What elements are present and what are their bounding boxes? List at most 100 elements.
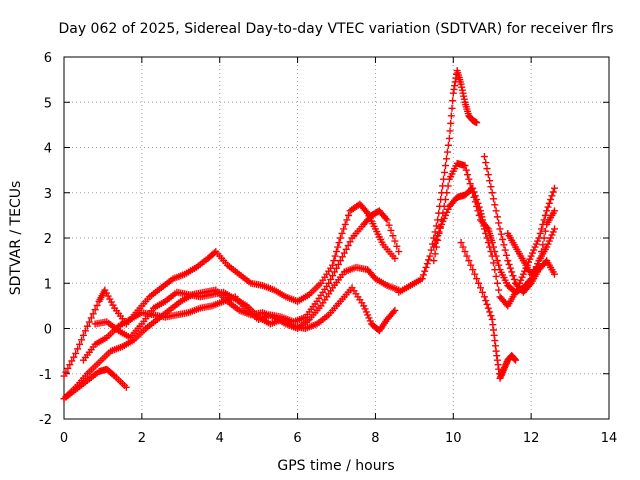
- data-point: [491, 266, 499, 274]
- data-point: [500, 241, 508, 249]
- data-point: [486, 243, 494, 251]
- grid-lines: [64, 57, 609, 419]
- data-point: [482, 159, 490, 167]
- data-point: [442, 196, 449, 204]
- data-point: [473, 275, 481, 283]
- data-point: [461, 162, 469, 170]
- data-point: [336, 257, 344, 265]
- data-point: [551, 207, 558, 215]
- data-point: [502, 251, 510, 259]
- data-point: [343, 216, 351, 224]
- data-point: [76, 340, 84, 348]
- data-point: [488, 189, 496, 197]
- data-point: [501, 246, 509, 254]
- data-point: [446, 127, 454, 135]
- data-point: [538, 225, 546, 233]
- data-point: [473, 119, 481, 127]
- y-axis-ticks: -2 -1 0 1 2 3 4 5 6: [39, 51, 609, 428]
- data-point: [421, 267, 429, 275]
- data-point: [551, 225, 558, 233]
- data-point: [395, 248, 403, 256]
- data-point: [211, 249, 219, 257]
- data-point: [465, 175, 473, 183]
- data-point: [541, 211, 549, 219]
- data-point: [345, 211, 353, 219]
- series-track-7: [430, 159, 558, 296]
- data-point: [483, 234, 491, 242]
- y-tick-label: 3: [44, 187, 52, 202]
- x-tick-label: 0: [60, 431, 68, 446]
- data-point: [541, 227, 549, 235]
- data-point: [510, 275, 518, 283]
- data-point: [487, 183, 495, 191]
- data-point: [431, 250, 439, 258]
- y-tick-label: 2: [44, 232, 52, 247]
- data-point: [336, 234, 344, 242]
- data-point: [491, 201, 499, 209]
- data-point: [492, 207, 500, 215]
- data-point: [434, 232, 442, 240]
- series-track-3: [60, 365, 130, 403]
- data-point: [338, 229, 346, 237]
- y-tick-label: 1: [44, 277, 52, 292]
- data-point: [430, 243, 438, 251]
- data-point: [330, 257, 338, 265]
- data-point: [81, 327, 89, 335]
- data-point: [466, 180, 474, 188]
- data-point: [333, 264, 340, 272]
- data-point: [382, 214, 390, 222]
- data-point: [483, 165, 491, 173]
- data-point: [536, 254, 544, 262]
- data-point: [70, 353, 78, 361]
- data-point: [480, 153, 488, 161]
- data-point: [465, 257, 473, 265]
- data-point: [506, 264, 514, 272]
- data-point: [391, 306, 399, 314]
- data-point: [79, 331, 87, 339]
- x-tick-label: 6: [293, 431, 301, 446]
- data-point: [447, 112, 455, 120]
- data-point: [457, 239, 465, 247]
- data-point: [495, 286, 503, 294]
- data-point: [526, 281, 534, 289]
- data-point: [492, 272, 500, 280]
- data-point: [499, 236, 507, 244]
- series-track-10: [480, 153, 558, 296]
- data-point: [362, 208, 370, 216]
- data-point: [448, 104, 456, 112]
- data-point: [488, 252, 496, 260]
- data-point: [447, 119, 455, 127]
- data-point: [436, 224, 444, 232]
- data-point: [493, 257, 501, 265]
- y-tick-label: -1: [39, 368, 52, 383]
- data-point: [467, 261, 475, 269]
- data-point: [486, 308, 494, 316]
- data-point: [329, 272, 337, 280]
- x-tick-label: 12: [523, 431, 540, 446]
- data-point: [74, 345, 82, 353]
- chart-title: Day 062 of 2025, Sidereal Day-to-day VTE…: [58, 21, 613, 37]
- data-point: [490, 259, 498, 267]
- data-point: [66, 361, 74, 369]
- data-point: [444, 182, 452, 190]
- data-point: [551, 184, 558, 192]
- data-point: [462, 166, 470, 174]
- data-point: [85, 318, 93, 326]
- x-axis-label: GPS time / hours: [277, 458, 394, 474]
- data-point: [509, 272, 517, 280]
- data-point: [442, 155, 450, 163]
- data-point: [477, 284, 485, 292]
- data-point: [443, 189, 451, 197]
- data-point: [463, 252, 471, 260]
- data-point: [122, 383, 130, 391]
- data-point: [497, 230, 505, 238]
- data-point: [334, 260, 342, 268]
- data-point: [449, 97, 457, 105]
- data-point: [540, 234, 548, 242]
- data-point: [487, 312, 495, 320]
- data-point: [484, 171, 492, 179]
- data-point: [544, 203, 552, 211]
- x-tick-label: 2: [138, 431, 146, 446]
- y-tick-label: -2: [39, 413, 52, 428]
- data-point: [383, 216, 391, 224]
